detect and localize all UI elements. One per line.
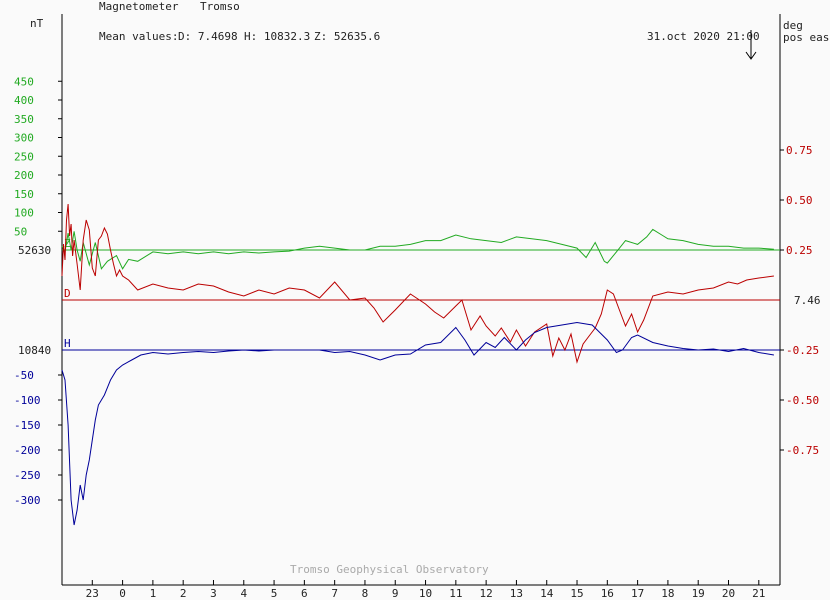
h-tick-label: -50 <box>14 369 34 382</box>
d-baseline-label: 7.46 <box>794 294 821 307</box>
d-tick-label: 0.50 <box>786 194 813 207</box>
station-label: Tromso <box>200 0 240 13</box>
x-tick-label: 4 <box>240 587 247 600</box>
x-tick-label: 12 <box>480 587 493 600</box>
h-tick-label: -300 <box>14 494 41 507</box>
x-tick-label: 18 <box>661 587 674 600</box>
x-tick-label: 23 <box>86 587 99 600</box>
right-unit-sub-label: pos east <box>783 31 830 44</box>
series-d-label: D <box>64 287 71 300</box>
x-tick-label: 15 <box>570 587 583 600</box>
mean-d-value: D: 7.4698 <box>178 30 238 43</box>
x-tick-label: 9 <box>392 587 399 600</box>
timestamp-label: 31.oct 2020 21:00 <box>647 30 760 43</box>
series-h-label: H <box>64 337 71 350</box>
x-tick-label: 20 <box>722 587 735 600</box>
right-axis-ticks: 0.75 0.50 0.25 -0.25 -0.50 -0.75 7.46 <box>780 144 821 457</box>
x-tick-label: 10 <box>419 587 432 600</box>
baselines <box>62 249 780 351</box>
z-tick-label: 200 <box>14 169 34 182</box>
x-tick-label: 8 <box>362 587 369 600</box>
series-lines: Z D H <box>61 203 774 526</box>
series-h-line <box>61 321 774 526</box>
h-tick-label: -250 <box>14 469 41 482</box>
down-arrow-head-icon <box>745 51 757 60</box>
x-tick-label: 2 <box>180 587 187 600</box>
right-unit-label: deg <box>783 19 803 32</box>
d-tick-label: -0.50 <box>786 394 819 407</box>
x-tick-label: 6 <box>301 587 308 600</box>
x-tick-label: 14 <box>540 587 554 600</box>
x-tick-label: 17 <box>631 587 644 600</box>
z-tick-label: 150 <box>14 188 34 201</box>
mean-values-label: Mean values: <box>99 30 179 43</box>
z-tick-label: 250 <box>14 150 34 163</box>
left-unit-label: nT <box>30 17 44 30</box>
x-tick-label: 3 <box>210 587 217 600</box>
footer-label: Tromso Geophysical Observatory <box>290 563 489 576</box>
x-tick-label: 13 <box>510 587 523 600</box>
x-axis-ticks: 23 0 1 2 3 4 5 6 7 8 9 10 11 12 13 14 15 16 17 18 19 20 21 <box>86 580 765 600</box>
d-tick-label: -0.25 <box>786 344 819 357</box>
z-tick-label: 350 <box>14 113 34 126</box>
x-tick-label: 19 <box>692 587 705 600</box>
x-tick-label: 5 <box>271 587 278 600</box>
z-tick-label: 400 <box>14 94 34 107</box>
series-d-line <box>61 203 774 364</box>
d-tick-label: 0.75 <box>786 144 813 157</box>
left-axis-ticks: 450 400 350 300 250 200 150 100 50 -50 -100 -150 -20… <box>14 75 62 507</box>
instrument-label: Magnetometer <box>99 0 179 13</box>
h-tick-label: -200 <box>14 444 41 457</box>
series-z-label: Z <box>64 237 71 250</box>
z-tick-label: 50 <box>14 225 27 238</box>
x-tick-label: 11 <box>449 587 462 600</box>
z-tick-label: 100 <box>14 207 34 220</box>
h-tick-label: -150 <box>14 419 41 432</box>
z-tick-label: 300 <box>14 132 34 145</box>
mean-h-value: H: 10832.3 <box>244 30 311 43</box>
z-baseline-label: 52630 <box>18 244 51 257</box>
d-tick-label: -0.75 <box>786 444 819 457</box>
h-tick-label: -100 <box>14 394 41 407</box>
z-tick-label: 450 <box>14 75 34 88</box>
x-tick-label: 0 <box>119 587 126 600</box>
d-tick-label: 0.25 <box>786 244 813 257</box>
series-z-line <box>61 228 774 270</box>
x-tick-label: 7 <box>331 587 338 600</box>
time-marker <box>745 30 757 60</box>
h-baseline-label: 10840 <box>18 344 51 357</box>
mean-z-value: Z: 52635.6 <box>314 30 381 43</box>
x-tick-label: 1 <box>150 587 157 600</box>
x-tick-label: 16 <box>601 587 614 600</box>
x-tick-label: 21 <box>752 587 765 600</box>
